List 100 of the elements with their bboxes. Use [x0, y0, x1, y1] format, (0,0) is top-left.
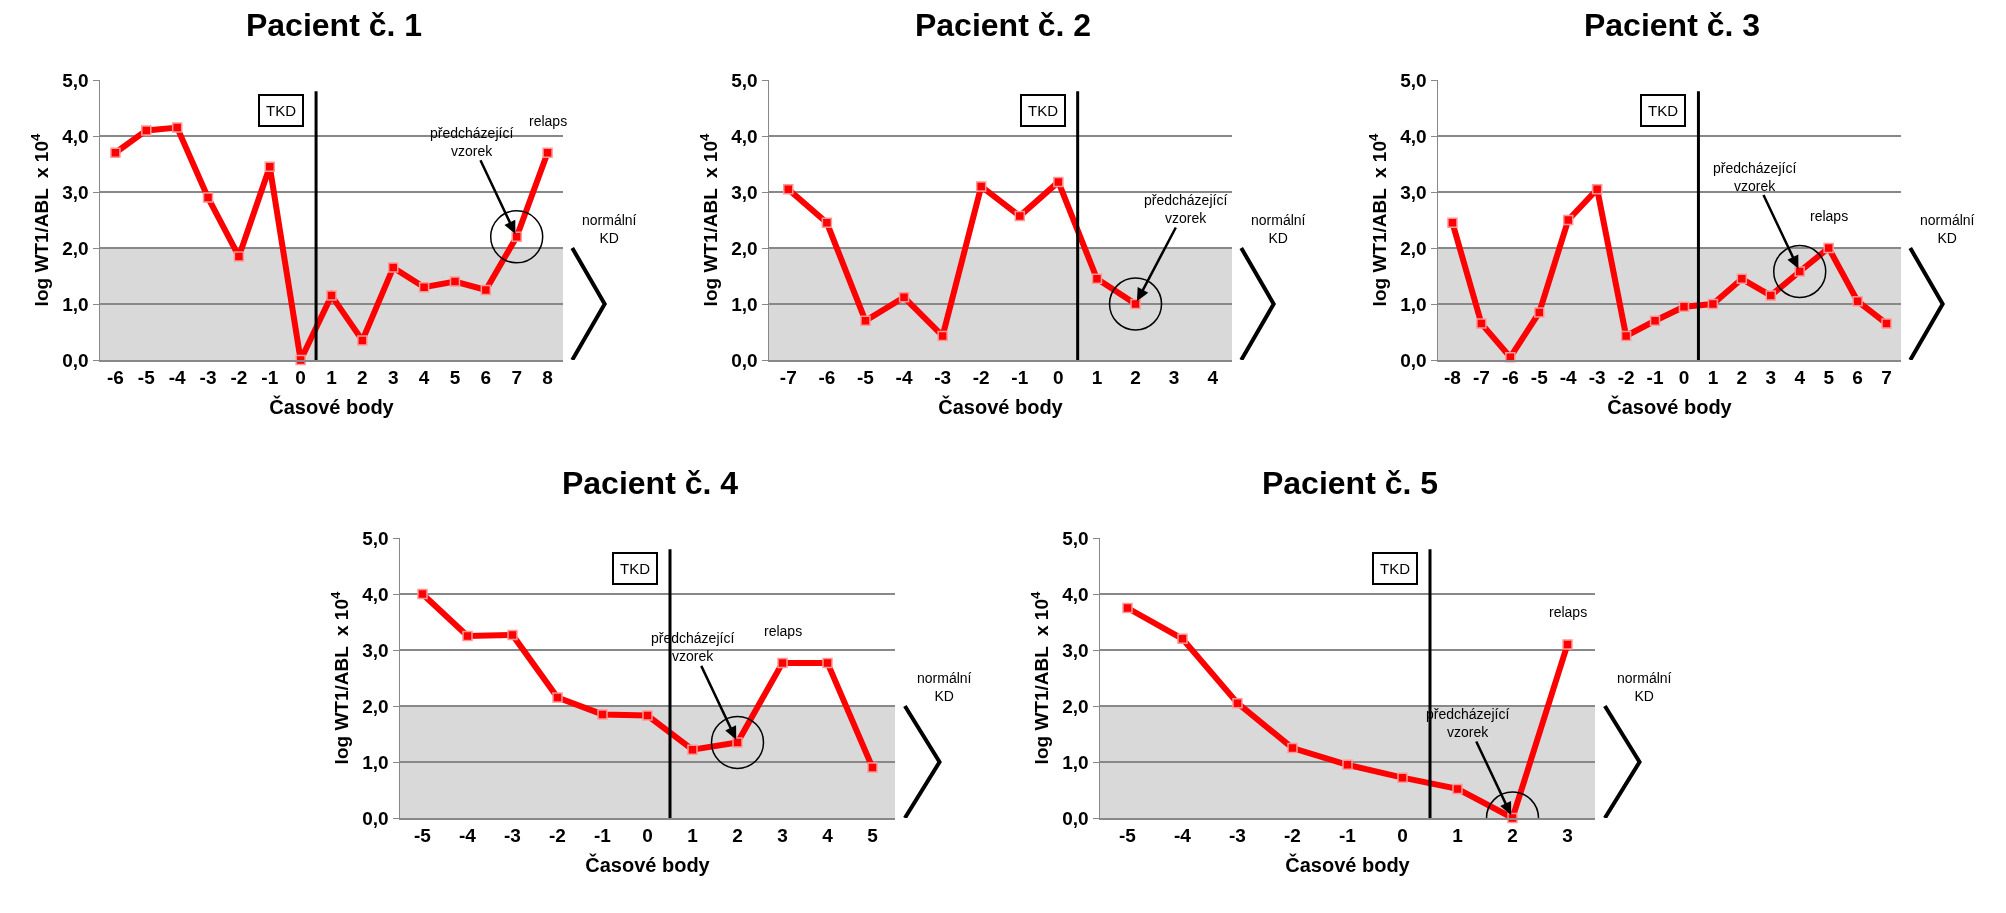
point — [1852, 295, 1863, 307]
chart-title: Pacient č. 1 — [245, 7, 423, 44]
annotation: relaps — [1549, 604, 1588, 620]
x-axis-title: Časové body — [938, 394, 1064, 418]
ref-line-label: TKD — [1028, 102, 1059, 119]
y-tick-label: 3,0 — [1062, 639, 1089, 661]
point — [597, 709, 608, 720]
point — [687, 744, 698, 755]
y-tick-label: 2,0 — [731, 237, 758, 259]
x-tick-label: 3 — [1562, 825, 1573, 847]
chart-title: Pacient č. 5 — [1261, 465, 1439, 502]
point — [1620, 330, 1632, 342]
point — [264, 161, 276, 173]
chart-title: Pacient č. 3 — [1583, 7, 1761, 44]
x-axis-title: Časové body — [269, 394, 395, 418]
x-axis-title: Časové body — [1607, 394, 1733, 418]
point — [1765, 290, 1777, 301]
point — [387, 262, 399, 273]
point — [1287, 742, 1298, 754]
x-tick-label: -1 — [261, 367, 279, 389]
y-tick-label: 3,0 — [1400, 181, 1427, 203]
y-tick-label: 0,0 — [731, 349, 758, 371]
x-tick-label: -1 — [1646, 367, 1664, 389]
annotation: relaps — [529, 113, 568, 129]
point — [1130, 298, 1141, 310]
ref-line-label: TKD — [1380, 560, 1411, 577]
x-tick-label: 7 — [511, 367, 522, 389]
x-tick-label: -5 — [137, 367, 156, 389]
point — [1447, 217, 1458, 229]
x-tick-label: -8 — [1444, 367, 1461, 389]
point — [511, 231, 522, 243]
x-tick-label: 0 — [1397, 825, 1408, 847]
band-label: normální KD — [917, 670, 972, 705]
x-tick-label: 1 — [1091, 367, 1103, 389]
x-tick-label: -2 — [230, 367, 248, 389]
x-tick-label: 1 — [326, 367, 338, 389]
x-tick-label: 1 — [1452, 825, 1464, 847]
x-tick-label: 3 — [387, 367, 399, 389]
ref-line-label: TKD — [1648, 102, 1679, 119]
y-tick-label: 4,0 — [1062, 583, 1089, 605]
band-label: normální KD — [582, 212, 637, 247]
point — [202, 192, 214, 203]
x-tick-label: -6 — [818, 367, 836, 389]
x-tick-label: -2 — [1284, 825, 1301, 847]
y-tick-label: 0,0 — [62, 349, 89, 371]
x-tick-label: -4 — [459, 825, 477, 847]
x-tick-label: 0 — [295, 367, 306, 389]
y-tick-label: 2,0 — [362, 695, 389, 717]
annotation: předcházející vzorek — [1144, 192, 1228, 227]
point — [1591, 183, 1603, 195]
y-tick-label: 3,0 — [62, 181, 89, 203]
point — [462, 630, 473, 642]
x-tick-label: 8 — [542, 367, 553, 389]
annotation: předcházející vzorek — [1713, 160, 1797, 195]
x-tick-label: -6 — [1501, 367, 1519, 389]
ref-line-label: TKD — [266, 102, 297, 119]
y-tick-label: 4,0 — [362, 583, 389, 605]
x-tick-label: -1 — [1011, 367, 1029, 389]
y-tick-label: 4,0 — [62, 125, 89, 147]
point — [1736, 273, 1748, 285]
x-tick-label: 7 — [1881, 367, 1892, 389]
y-tick-label: 0,0 — [1062, 807, 1089, 829]
x-tick-label: -4 — [895, 367, 913, 389]
x-tick-label: -3 — [934, 367, 952, 389]
annotation: předcházející vzorek — [430, 125, 514, 160]
point — [1177, 633, 1188, 645]
point — [937, 330, 948, 342]
x-tick-label: 2 — [732, 825, 743, 847]
point — [732, 737, 743, 748]
y-tick-label: 5,0 — [1400, 69, 1427, 91]
ref-line-label: TKD — [620, 560, 651, 577]
point — [860, 315, 871, 327]
point — [507, 629, 518, 641]
point — [1342, 759, 1353, 771]
point — [1014, 210, 1026, 222]
x-tick-label: -5 — [1530, 367, 1549, 389]
point — [449, 276, 461, 287]
x-tick-label: -4 — [1174, 825, 1192, 847]
y-tick-label: 1,0 — [1062, 751, 1089, 773]
x-tick-label: 2 — [357, 367, 368, 389]
x-tick-label: 3 — [777, 825, 788, 847]
point — [822, 657, 833, 669]
point — [110, 147, 121, 159]
x-tick-label: 0 — [1678, 367, 1690, 389]
band-label: normální KD — [1617, 670, 1672, 705]
x-tick-label: 6 — [480, 367, 492, 389]
point — [1562, 214, 1574, 226]
x-tick-label: 4 — [822, 825, 834, 847]
point — [642, 710, 653, 721]
x-tick-label: 5 — [1823, 367, 1835, 389]
point — [141, 125, 152, 136]
chart-title: Pacient č. 4 — [561, 465, 739, 502]
point — [233, 251, 245, 262]
x-tick-label: -4 — [1559, 367, 1578, 389]
band-label: normální KD — [1920, 212, 1975, 247]
x-tick-label: -3 — [504, 825, 521, 847]
point — [975, 181, 987, 192]
x-tick-label: -5 — [857, 367, 875, 389]
y-tick-label: 1,0 — [362, 751, 389, 773]
x-axis-title: Časové body — [1285, 852, 1411, 876]
